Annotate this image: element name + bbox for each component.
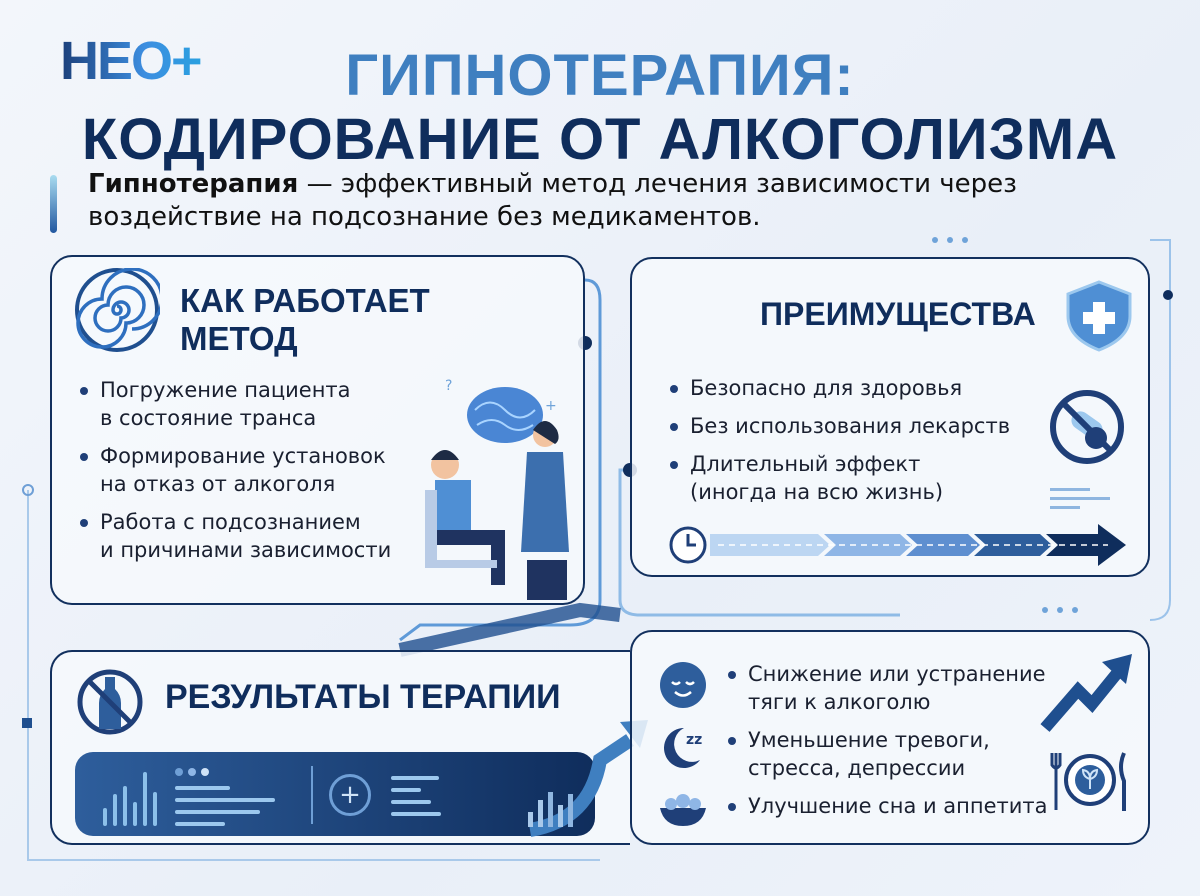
text-lines-decoration — [1050, 488, 1110, 509]
food-bowl-icon — [660, 794, 706, 826]
results-title: РЕЗУЛЬТАТЫ ТЕРАПИИ — [165, 678, 561, 716]
logo: НЕО+ — [60, 31, 203, 91]
list-item: Формирование установок на отказ от алкого… — [78, 442, 458, 498]
title-line2: КОДИРОВАНИЕ ОТ АЛКОГОЛИЗМА — [81, 107, 1119, 172]
plate-cutlery-icon — [1050, 752, 1126, 811]
list-item: Погружение пациента в состояние транса — [78, 376, 458, 432]
advantages-card — [630, 257, 1150, 577]
no-alcohol-icon — [77, 669, 143, 735]
how-list: Погружение пациента в состояние транса Фо… — [78, 376, 458, 574]
intro-line1: — эффективный метод лечения зависимости … — [298, 169, 1017, 199]
list-item: Работа с подсознанием и причинами зависим… — [78, 508, 458, 564]
list-item: Уменьшение тревоги, стресса, депрессии — [726, 726, 1066, 782]
how-title-line1: КАК РАБОТАЕТ — [180, 282, 430, 319]
intro-text: Гипнотерапия — эффективный метод лечения… — [88, 168, 1088, 234]
how-it-works-title: КАК РАБОТАЕТ МЕТОД — [180, 282, 430, 358]
intro-accent-bar — [50, 175, 57, 233]
advantages-title: ПРЕИМУЩЕСТВА — [760, 296, 1036, 332]
results-dashboard-banner: + — [75, 752, 595, 836]
svg-text:zz: zz — [686, 732, 702, 748]
advantages-list: Безопасно для здоровья Без использования… — [668, 374, 1048, 516]
plus-circle-icon: + — [329, 774, 371, 816]
svg-text:+: + — [545, 398, 557, 414]
svg-text:?: ? — [445, 378, 452, 394]
list-item: Длительный эффект (иногда на всю жизнь) — [668, 450, 1048, 506]
no-pills-icon — [1050, 390, 1124, 464]
moon-sleep-icon: zz — [664, 728, 702, 768]
therapy-session-illustration: ?+ — [425, 378, 569, 600]
list-item: Улучшение сна и аппетита — [726, 792, 1066, 820]
list-item: Снижение или устранение тяги к алкоголю — [726, 660, 1066, 716]
shield-plus-icon — [1066, 280, 1132, 352]
intro-bold: Гипнотерапия — [88, 169, 299, 199]
title-line1: ГИПНОТЕРАПИЯ: — [345, 43, 855, 108]
spiral-icon — [75, 268, 160, 352]
list-item: Безопасно для здоровья — [668, 374, 1048, 402]
timeline-arrow — [669, 524, 1126, 566]
how-title-line2: МЕТОД — [180, 320, 298, 357]
results-list: Снижение или устранение тяги к алкоголю У… — [726, 660, 1066, 830]
list-item: Без использования лекарств — [668, 412, 1048, 440]
trend-up-icon — [1040, 654, 1132, 732]
results-list-card — [630, 630, 1150, 845]
calm-face-icon — [660, 662, 706, 708]
intro-line2: воздействие на подсознание без медикамен… — [88, 202, 761, 232]
